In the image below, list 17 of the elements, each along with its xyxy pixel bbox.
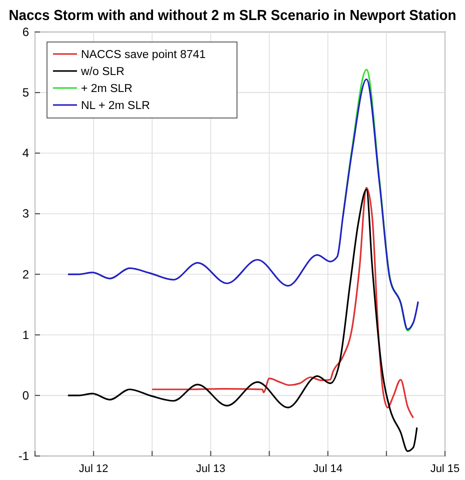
y-tick-label: 3: [22, 206, 30, 221]
x-tick-label: Jul 13: [196, 463, 226, 475]
x-tick-label: Jul 15: [430, 463, 460, 475]
y-tick-label: 4: [22, 146, 30, 160]
chart-title: Naccs Storm with and without 2 m SLR Scenario in Newport Station: [8, 8, 456, 24]
y-tick-label: 1: [22, 328, 30, 342]
legend-label: w/o SLR: [80, 66, 124, 78]
y-tick-label: 5: [22, 86, 30, 100]
y-tick-label: -1: [18, 449, 30, 463]
x-tick-label: Jul 14: [313, 463, 343, 475]
y-tick-label: 2: [22, 267, 30, 282]
y-tick-label: 6: [22, 25, 30, 39]
y-tick-label: 0: [22, 388, 30, 402]
x-tick-label: Jul 12: [78, 463, 108, 475]
legend-label: + 2m SLR: [81, 83, 132, 95]
legend-label: NACCS save point 8741: [81, 49, 206, 61]
legend-label: NL + 2m SLR: [81, 100, 150, 112]
